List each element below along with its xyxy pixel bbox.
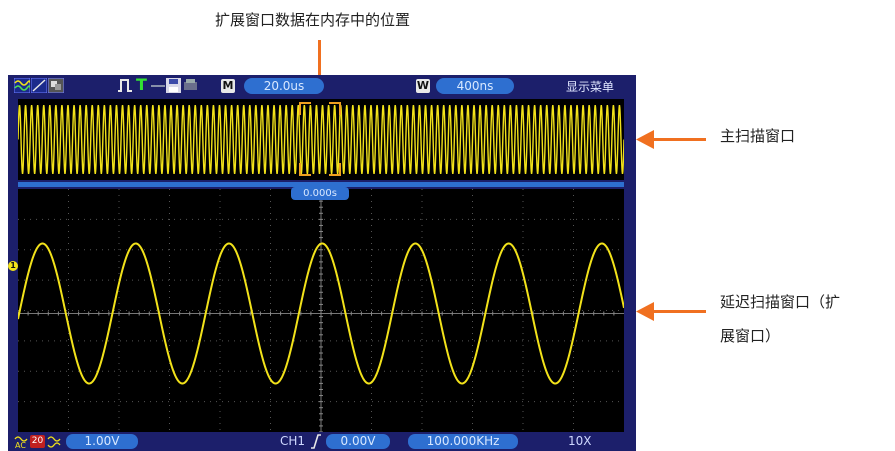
waveform-icon[interactable] [14,78,30,93]
oscilloscope-screen: T M 20.0us W 400ns 显示菜单 0.000s 1 AC [8,75,636,451]
main-sweep-window [18,99,624,180]
channel-1-marker[interactable]: 1 [8,261,18,271]
svg-text:AC: AC [15,441,26,449]
trigger-pulse-icon [118,79,132,92]
main-trace [18,104,624,175]
annotation-top: 扩展窗口数据在内存中的位置 [215,11,411,29]
main-waveform [18,104,624,175]
persist-icon[interactable] [48,78,64,93]
display-menu-button[interactable]: 显示菜单 [565,80,614,94]
window-timebase-value[interactable]: 400ns [436,78,514,94]
annotation-main-window: 主扫描窗口 [720,127,796,145]
main-timebase-value[interactable]: 20.0us [244,78,324,94]
annotation-delayed-window-line2: 展窗口） [720,327,781,345]
ac-coupling-icon: AC [14,436,28,449]
usb-icon [151,85,165,87]
save-icon[interactable] [166,78,181,93]
bottom-status-bar: AC 20 1.00V CH1 0.00V 100.000KHz 10X [8,432,636,451]
delay-time-marker[interactable]: 0.000s [291,187,349,200]
graticule [18,189,624,432]
trigger-t-icon: T [136,75,147,94]
window-timebase-label: W [416,79,430,93]
zoom-position-bracket[interactable] [299,102,341,176]
channel-scale-value[interactable]: 1.00V [66,434,138,449]
print-icon[interactable] [183,78,198,93]
cursor-icon[interactable] [31,78,47,93]
top-status-bar: T M 20.0us W 400ns 显示菜单 [8,75,636,97]
window-separator [18,182,624,187]
frequency-readout: 100.000KHz [408,434,518,449]
delayed-waveform [18,189,624,432]
invert-icon [47,436,61,448]
probe-attenuation: 10X [568,434,592,448]
delayed-trace [18,242,624,385]
trigger-level-value[interactable]: 0.00V [326,434,390,449]
main-timebase-label: M [221,79,235,93]
annotation-delayed-window-line1: 延迟扫描窗口（扩 [720,293,841,311]
rising-edge-icon [311,434,321,449]
delayed-sweep-window [18,189,624,432]
trigger-source: CH1 [280,434,306,448]
bandwidth-limit-badge: 20 [30,435,45,448]
